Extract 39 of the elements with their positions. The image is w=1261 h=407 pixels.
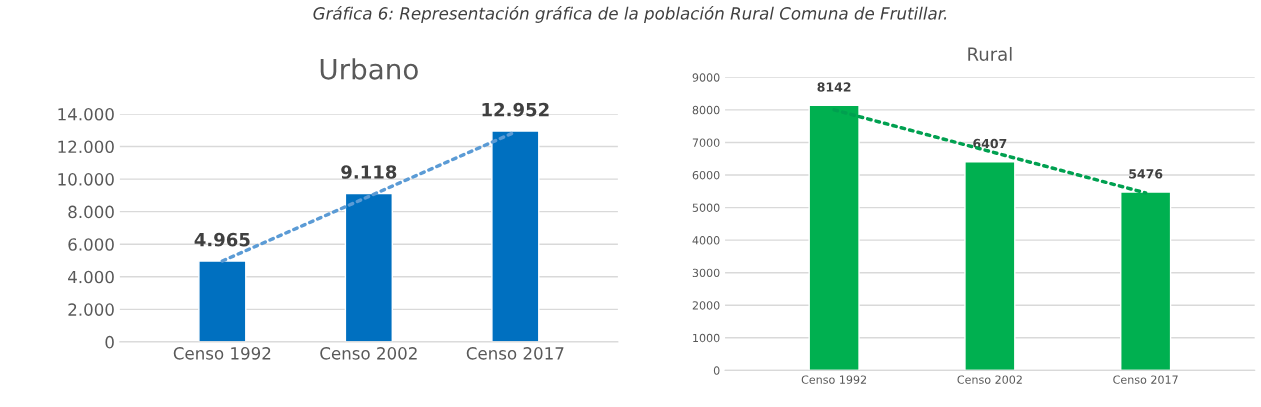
- bar: [491, 130, 540, 342]
- x-tick-label: Censo 2017: [1113, 375, 1178, 384]
- y-tick-label: 9000: [692, 73, 720, 82]
- bar: [1120, 191, 1172, 371]
- y-tick-label: 14.000: [58, 107, 114, 121]
- y-tick-label: 6000: [692, 170, 720, 180]
- data-label: 6407: [973, 138, 1007, 149]
- y-tick-label: 2000: [692, 301, 720, 310]
- data-label: 9.118: [341, 165, 397, 179]
- y-tick-label: 8000: [692, 105, 720, 115]
- y-tick-label: 2.000: [68, 303, 114, 316]
- bar: [344, 192, 393, 342]
- x-tick-label: Censo 2002: [320, 347, 417, 360]
- y-tick-label: 0: [105, 335, 114, 349]
- bar: [198, 260, 247, 342]
- y-tick-label: 7000: [692, 138, 720, 147]
- y-tick-label: 5000: [692, 203, 720, 212]
- data-label: 8142: [817, 82, 851, 92]
- y-tick-label: 1000: [693, 333, 720, 343]
- data-label: 12.952: [482, 102, 549, 117]
- chart-title: Rural: [968, 46, 1012, 61]
- chart-title: Urbano: [320, 58, 418, 80]
- y-tick-label: 4.000: [68, 270, 114, 284]
- x-tick-label: Censo 1992: [173, 347, 271, 360]
- bar: [964, 161, 1016, 371]
- y-tick-label: 4000: [692, 236, 720, 245]
- y-tick-label: 8.000: [68, 205, 114, 219]
- x-tick-label: Censo 2002: [957, 375, 1022, 384]
- data-label: 4.965: [194, 232, 250, 247]
- data-label: 5476: [1129, 169, 1163, 179]
- y-tick-label: 12.000: [58, 140, 114, 154]
- y-tick-label: 6.000: [68, 238, 114, 251]
- bar: [808, 104, 860, 371]
- y-tick-label: 3000: [692, 268, 720, 278]
- x-tick-label: Censo 2017: [466, 347, 564, 360]
- y-tick-label: 0: [713, 366, 720, 375]
- x-tick-label: Censo 1992: [801, 375, 867, 384]
- y-tick-label: 10.000: [58, 173, 114, 186]
- text: Gráfica 6: Representación gráfica de la población Rural Comuna de Frutillar.: [313, 6, 947, 23]
